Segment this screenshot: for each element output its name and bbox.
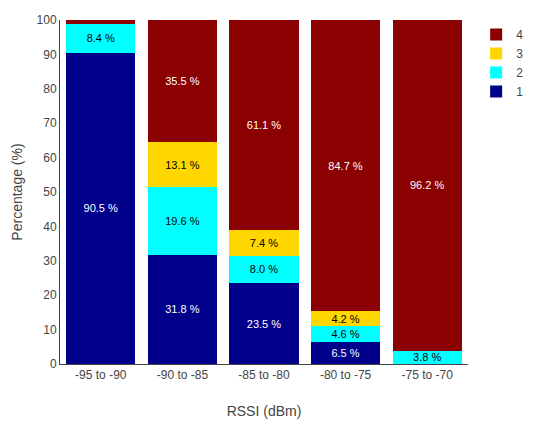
svg-text:90.5 %: 90.5 % [84,202,118,214]
svg-text:23.5 %: 23.5 % [247,318,281,330]
svg-text:-75 to -70: -75 to -70 [402,368,454,382]
svg-text:RSSI (dBm): RSSI (dBm) [227,403,302,419]
svg-text:7.4 %: 7.4 % [250,237,278,249]
svg-text:84.7 %: 84.7 % [328,160,362,172]
svg-text:31.8 %: 31.8 % [165,303,199,315]
svg-text:4.2 %: 4.2 % [331,313,359,325]
svg-text:3.8 %: 3.8 % [413,351,441,363]
svg-text:60: 60 [43,151,57,165]
svg-text:3: 3 [516,47,523,61]
svg-text:19.6 %: 19.6 % [165,215,199,227]
svg-text:Percentage (%): Percentage (%) [9,143,25,240]
svg-text:2: 2 [516,66,523,80]
svg-text:40: 40 [43,220,57,234]
svg-text:80: 80 [43,82,57,96]
svg-text:-90 to -85: -90 to -85 [157,368,209,382]
svg-text:6.5 %: 6.5 % [331,347,359,359]
svg-text:4: 4 [516,28,523,42]
svg-text:30: 30 [43,254,57,268]
svg-text:-85 to -80: -85 to -80 [238,368,290,382]
svg-text:8.0 %: 8.0 % [250,263,278,275]
svg-text:61.1 %: 61.1 % [247,119,281,131]
svg-text:20: 20 [43,288,57,302]
svg-text:96.2 %: 96.2 % [410,179,444,191]
svg-text:70: 70 [43,116,57,130]
svg-text:35.5 %: 35.5 % [165,75,199,87]
svg-text:100: 100 [37,13,57,27]
svg-text:50: 50 [43,185,57,199]
svg-text:-95 to -90: -95 to -90 [75,368,127,382]
svg-text:13.1 %: 13.1 % [165,159,199,171]
svg-text:4.6 %: 4.6 % [331,328,359,340]
svg-text:0: 0 [50,357,57,371]
svg-text:90: 90 [43,48,57,62]
svg-text:10: 10 [43,323,57,337]
svg-text:8.4 %: 8.4 % [87,32,115,44]
svg-text:1: 1 [516,85,523,99]
svg-text:-80 to -75: -80 to -75 [320,368,372,382]
